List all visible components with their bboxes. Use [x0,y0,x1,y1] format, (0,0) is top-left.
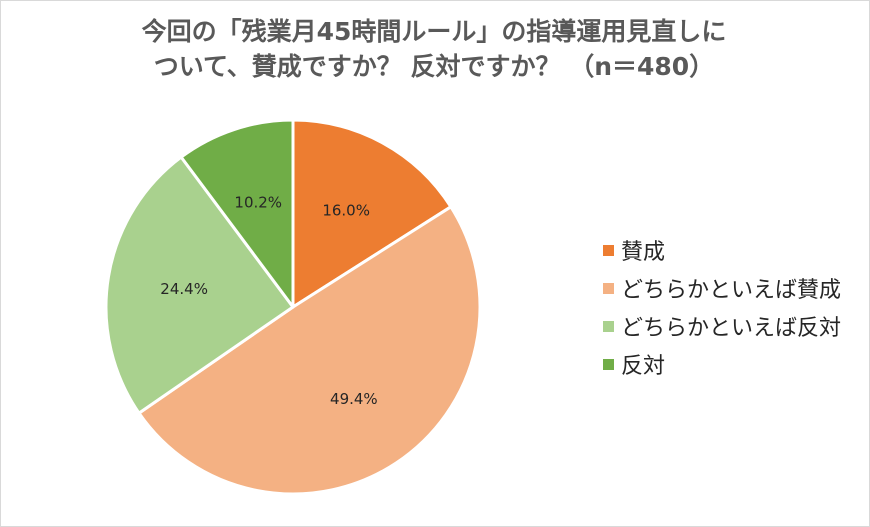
chart-title-line-2: ついて、賛成ですか？ 反対ですか？ （n＝480） [153,52,715,81]
legend-item-3: どちらかといえば反対 [603,307,863,345]
pie-slice-2 [137,205,482,496]
legend-swatch-3 [603,320,614,332]
legend-swatch-1 [603,244,614,256]
pie-slice-3 [104,155,295,415]
pie-slice-4 [179,118,295,309]
legend-item-4: 反対 [603,345,863,383]
chart-title-line-1: 今回の「残業月45時間ルール」の指導運用見直しに [141,17,727,46]
legend-item-1: 賛成 [603,231,863,269]
data-label-3: 24.4% [160,280,208,298]
legend-label-3: どちらかといえば反対 [621,316,842,341]
data-label-4: 10.2% [234,193,282,211]
data-label-2: 49.4% [330,390,378,408]
legend: 賛成どちらかといえば賛成 どちらかといえば反対 反対 [603,231,863,383]
legend-label-4: 反対 [621,354,666,379]
chart-title: 今回の「残業月45時間ルール」の指導運用見直しに ついて、賛成ですか？ 反対です… [0,14,868,84]
legend-swatch-4 [603,358,614,370]
data-label-1: 16.0% [322,201,370,219]
legend-item-2: どちらかといえば賛成 [603,269,863,307]
legend-swatch-2 [603,282,614,294]
legend-label-2: どちらかといえば賛成 [621,278,842,303]
pie-slice-1 [291,118,453,309]
legend-label-1: 賛成 [621,240,666,265]
